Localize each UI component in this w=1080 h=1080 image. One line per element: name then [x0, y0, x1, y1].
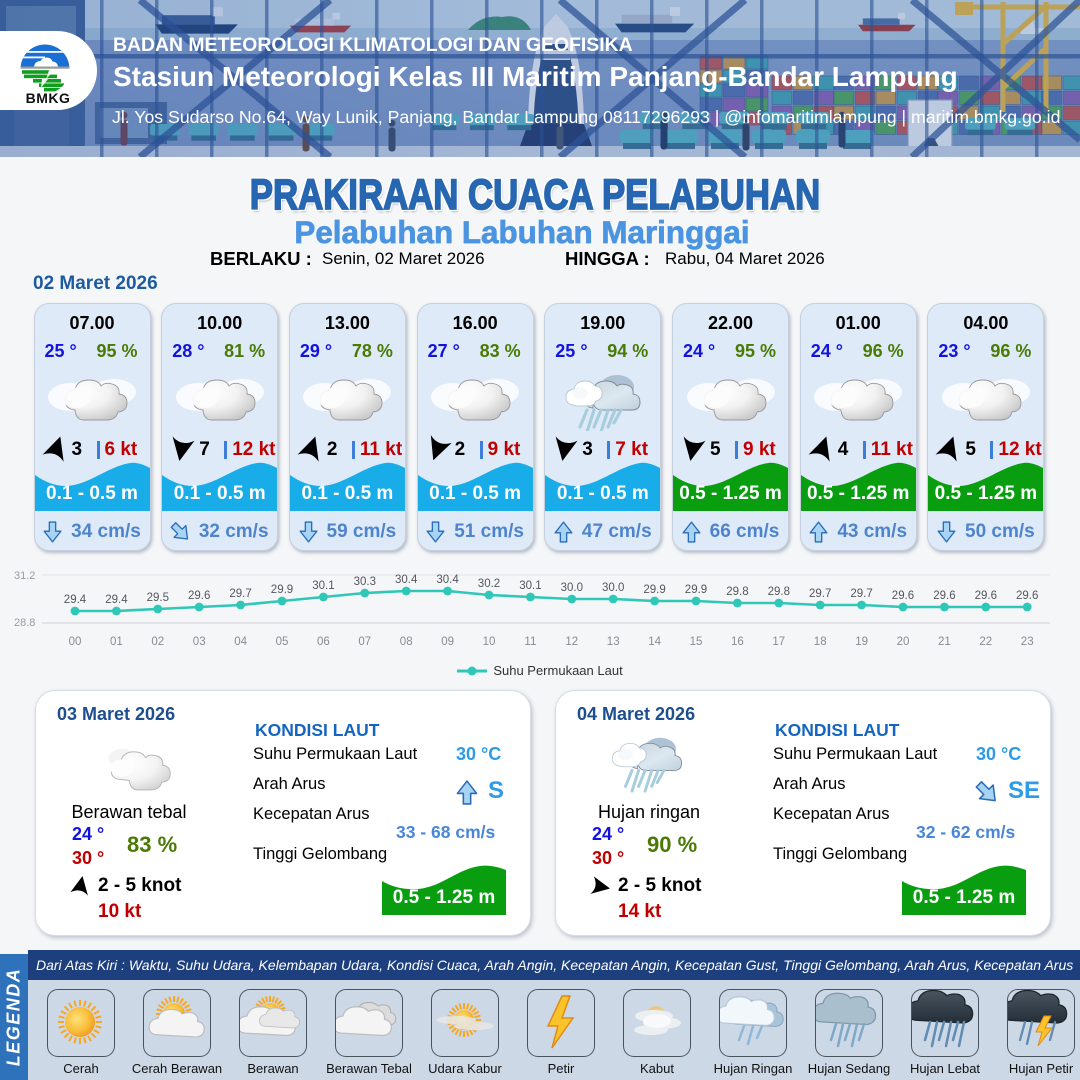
- svg-text:23: 23: [1021, 636, 1034, 648]
- svg-text:20: 20: [897, 636, 910, 648]
- svg-text:29.7: 29.7: [809, 588, 831, 600]
- svg-text:29.9: 29.9: [643, 584, 665, 596]
- svg-text:12: 12: [565, 636, 578, 648]
- svg-text:29.7: 29.7: [850, 588, 872, 600]
- svg-text:21: 21: [938, 636, 951, 648]
- svg-text:30.4: 30.4: [395, 574, 418, 586]
- svg-text:29.9: 29.9: [271, 584, 293, 596]
- svg-text:00: 00: [69, 636, 82, 648]
- svg-text:13: 13: [607, 636, 620, 648]
- svg-text:02: 02: [151, 636, 164, 648]
- svg-text:17: 17: [772, 636, 785, 648]
- svg-text:19: 19: [855, 636, 868, 648]
- svg-text:30.1: 30.1: [519, 580, 541, 592]
- svg-text:28.8: 28.8: [14, 617, 35, 629]
- svg-text:29.4: 29.4: [105, 594, 128, 606]
- svg-text:29.6: 29.6: [188, 590, 210, 602]
- svg-text:29.9: 29.9: [685, 584, 707, 596]
- svg-text:29.7: 29.7: [229, 588, 251, 600]
- svg-text:30.1: 30.1: [312, 580, 334, 592]
- svg-text:29.6: 29.6: [933, 590, 955, 602]
- svg-text:29.4: 29.4: [64, 594, 87, 606]
- svg-text:22: 22: [979, 636, 992, 648]
- svg-text:15: 15: [690, 636, 703, 648]
- svg-text:30.0: 30.0: [561, 582, 583, 594]
- svg-text:03: 03: [193, 636, 206, 648]
- svg-text:08: 08: [400, 636, 413, 648]
- svg-text:29.8: 29.8: [768, 586, 790, 598]
- svg-text:07: 07: [358, 636, 371, 648]
- svg-text:10: 10: [483, 636, 496, 648]
- svg-text:29.6: 29.6: [1016, 590, 1038, 602]
- svg-text:14: 14: [648, 636, 661, 648]
- svg-text:11: 11: [524, 636, 536, 648]
- svg-text:16: 16: [731, 636, 744, 648]
- svg-text:29.8: 29.8: [726, 586, 748, 598]
- svg-text:29.6: 29.6: [975, 590, 997, 602]
- svg-text:30.2: 30.2: [478, 578, 500, 590]
- svg-text:18: 18: [814, 636, 827, 648]
- svg-text:31.2: 31.2: [14, 570, 35, 582]
- svg-text:06: 06: [317, 636, 330, 648]
- svg-text:29.5: 29.5: [147, 592, 169, 604]
- svg-text:09: 09: [441, 636, 454, 648]
- svg-text:04: 04: [234, 636, 247, 648]
- svg-text:01: 01: [110, 636, 123, 648]
- svg-text:30.3: 30.3: [354, 576, 376, 588]
- svg-text:30.4: 30.4: [436, 574, 459, 586]
- svg-text:05: 05: [276, 636, 289, 648]
- svg-text:29.6: 29.6: [892, 590, 914, 602]
- svg-text:30.0: 30.0: [602, 582, 624, 594]
